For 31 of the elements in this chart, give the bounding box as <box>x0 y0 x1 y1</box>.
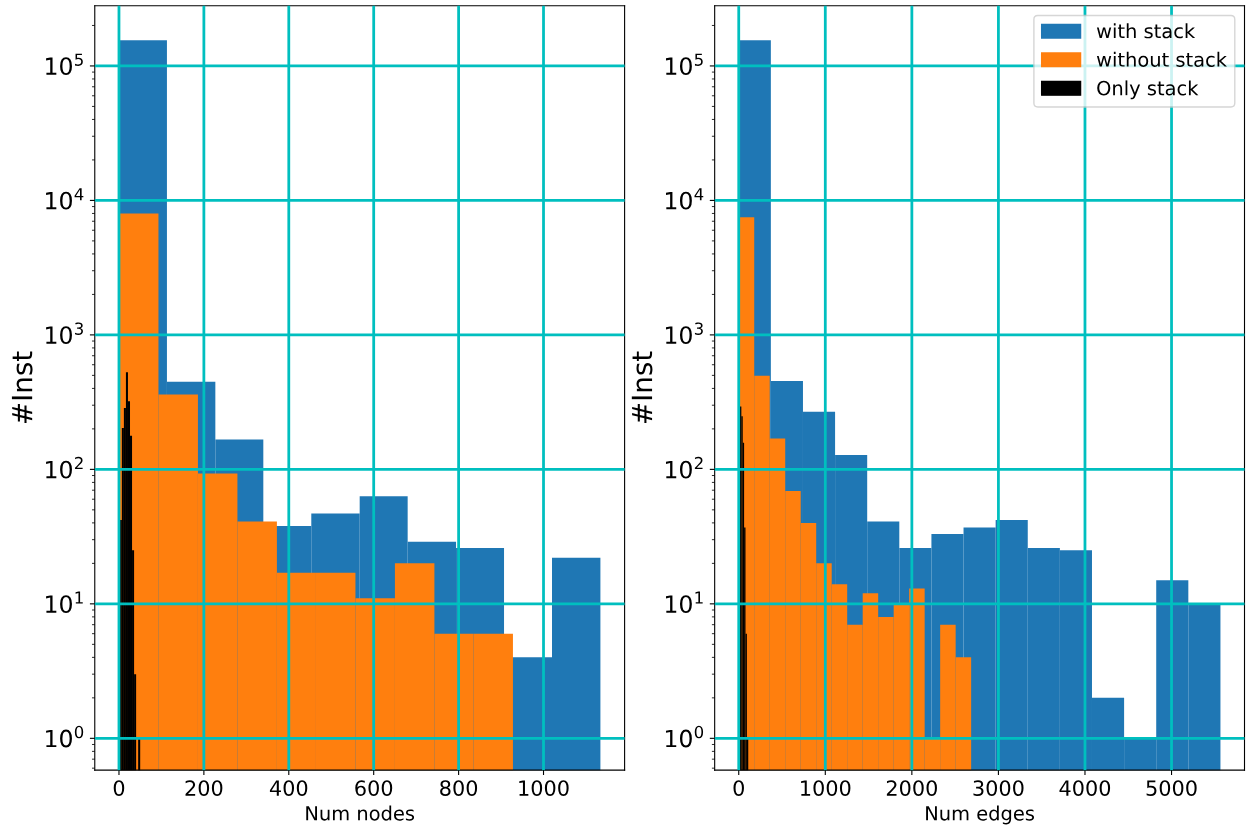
x-tick-label: 1000 <box>801 780 851 796</box>
y-tick-label: 10$^{3}$ <box>46 322 83 345</box>
x-tick-label: 0 <box>733 780 744 796</box>
y-tick-label: 10$^{5}$ <box>46 53 83 76</box>
y-tick-label: 10$^{5}$ <box>665 53 703 76</box>
y-tick-label: 10$^{4}$ <box>46 188 84 210</box>
x-tick-label: 200 <box>185 780 223 796</box>
y-tick-label: 10$^{3}$ <box>665 322 703 345</box>
legend-label: without stack <box>1096 51 1227 67</box>
x-tick-label: 600 <box>355 780 393 796</box>
y-tick-label: 10$^{4}$ <box>665 188 704 210</box>
y-tick-label: 10$^{2}$ <box>46 456 83 479</box>
x-tick-label: 5000 <box>1146 780 1197 796</box>
x-tick-label: 1000 <box>519 780 569 796</box>
y-tick-label: 10$^{1}$ <box>46 591 83 613</box>
y-tick-label: 10$^{1}$ <box>665 591 703 613</box>
x-tick-label: 4000 <box>1059 780 1111 796</box>
y-tick-label: 10$^{2}$ <box>665 456 703 479</box>
y-axis-title: #Inst <box>11 351 33 424</box>
x-tick-label: 2000 <box>886 780 937 796</box>
x-axis-title: Num edges <box>926 805 1035 825</box>
x-tick-label: 400 <box>269 780 308 796</box>
x-axis-title: Num nodes <box>306 805 415 821</box>
legend-label: Only stack <box>1097 80 1199 100</box>
legend-label: with stack <box>1096 23 1196 39</box>
x-tick-label: 0 <box>113 780 125 796</box>
y-axis-title: #Inst <box>631 351 653 424</box>
x-tick-label: 3000 <box>973 780 1024 796</box>
y-tick-label: 10$^{0}$ <box>46 725 84 748</box>
y-tick-label: 10$^{0}$ <box>665 725 704 748</box>
x-tick-label: 800 <box>440 780 478 796</box>
